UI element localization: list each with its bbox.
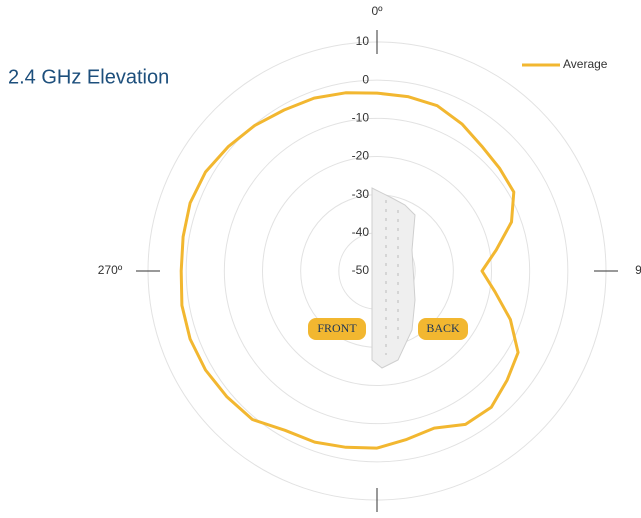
r-tick-label: -50 xyxy=(352,263,370,277)
r-tick-label: -40 xyxy=(352,225,370,239)
angle-label: 0º xyxy=(371,4,383,18)
r-tick-label: 10 xyxy=(356,34,370,48)
annotation: FRONT xyxy=(317,321,357,335)
grid-circle xyxy=(262,156,492,386)
back-label: BACK xyxy=(418,318,468,340)
angle-label: 270º xyxy=(98,263,123,277)
annotation: BACK xyxy=(426,321,460,335)
series-line xyxy=(179,91,520,450)
grid-circle xyxy=(223,117,531,425)
grid-circle xyxy=(185,79,569,463)
r-tick-label: 0 xyxy=(362,72,369,86)
angle-label: 90º xyxy=(635,263,641,277)
device xyxy=(371,187,416,369)
chart-title: 2.4 GHz Elevation xyxy=(8,66,169,88)
front-label: FRONT xyxy=(308,318,366,340)
r-tick-label: -20 xyxy=(352,149,370,163)
legend-label: Average xyxy=(563,57,608,71)
r-tick-label: -30 xyxy=(352,187,370,201)
r-tick-label: -10 xyxy=(352,111,370,125)
